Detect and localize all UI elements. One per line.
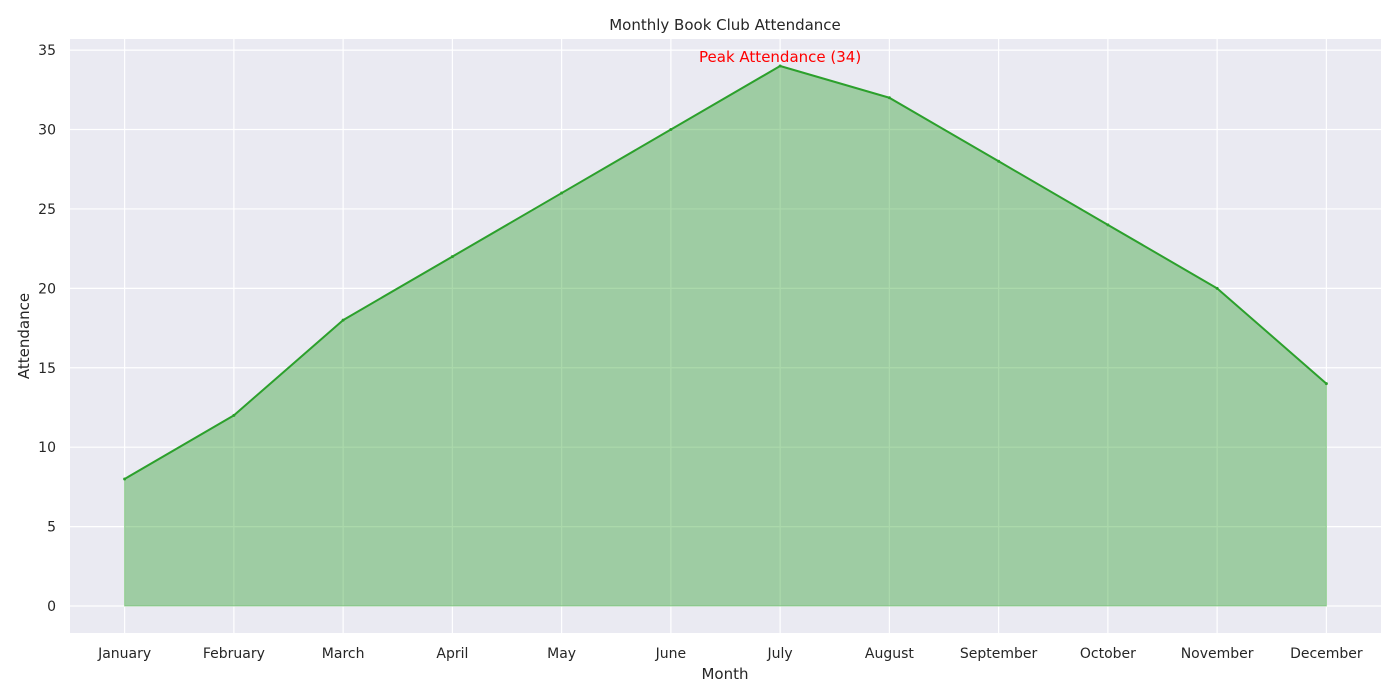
x-tick-label: May <box>547 646 576 662</box>
x-tick-label: July <box>767 646 793 662</box>
series-line <box>124 65 1328 480</box>
y-axis-ticks: 0 5 10 15 20 25 30 35 <box>38 43 56 615</box>
x-tick-label: January <box>97 646 151 662</box>
y-tick-label: 5 <box>47 520 56 536</box>
chart-title: Monthly Book Club Attendance <box>609 16 841 34</box>
data-point-june <box>669 128 673 132</box>
data-point-september <box>997 159 1001 163</box>
plot-background <box>70 39 1381 633</box>
data-point-february <box>232 413 236 417</box>
x-tick-label: February <box>203 646 265 662</box>
x-tick-label: August <box>865 646 915 662</box>
x-axis-label: Month <box>701 665 748 683</box>
x-axis-ticks: January February March April May June July Augu… <box>97 646 1363 662</box>
data-point-december <box>1324 382 1328 386</box>
data-point-november <box>1215 286 1219 290</box>
data-point-january <box>123 477 127 481</box>
x-tick-label: October <box>1080 646 1136 662</box>
y-tick-label: 15 <box>38 361 56 377</box>
data-point-may <box>560 191 564 195</box>
y-axis-label: Attendance <box>15 293 33 379</box>
x-tick-label: June <box>655 646 687 662</box>
y-tick-label: 0 <box>47 599 56 615</box>
data-point-april <box>450 255 454 259</box>
y-tick-label: 30 <box>38 123 56 139</box>
y-tick-label: 35 <box>38 43 56 59</box>
peak-annotation: Peak Attendance (34) <box>699 48 861 66</box>
x-tick-label: November <box>1181 646 1254 662</box>
x-tick-label: March <box>322 646 365 662</box>
x-tick-label: April <box>436 646 468 662</box>
data-point-october <box>1106 223 1110 227</box>
data-point-march <box>341 318 345 322</box>
data-point-august <box>887 96 891 100</box>
grid-lines <box>70 39 1381 633</box>
x-tick-label: December <box>1290 646 1363 662</box>
series-area-layer <box>123 64 1328 607</box>
x-tick-label: September <box>960 646 1038 662</box>
y-tick-label: 10 <box>38 440 56 456</box>
data-point-july <box>778 64 782 68</box>
y-tick-label: 20 <box>38 281 56 297</box>
y-tick-label: 25 <box>38 202 56 218</box>
